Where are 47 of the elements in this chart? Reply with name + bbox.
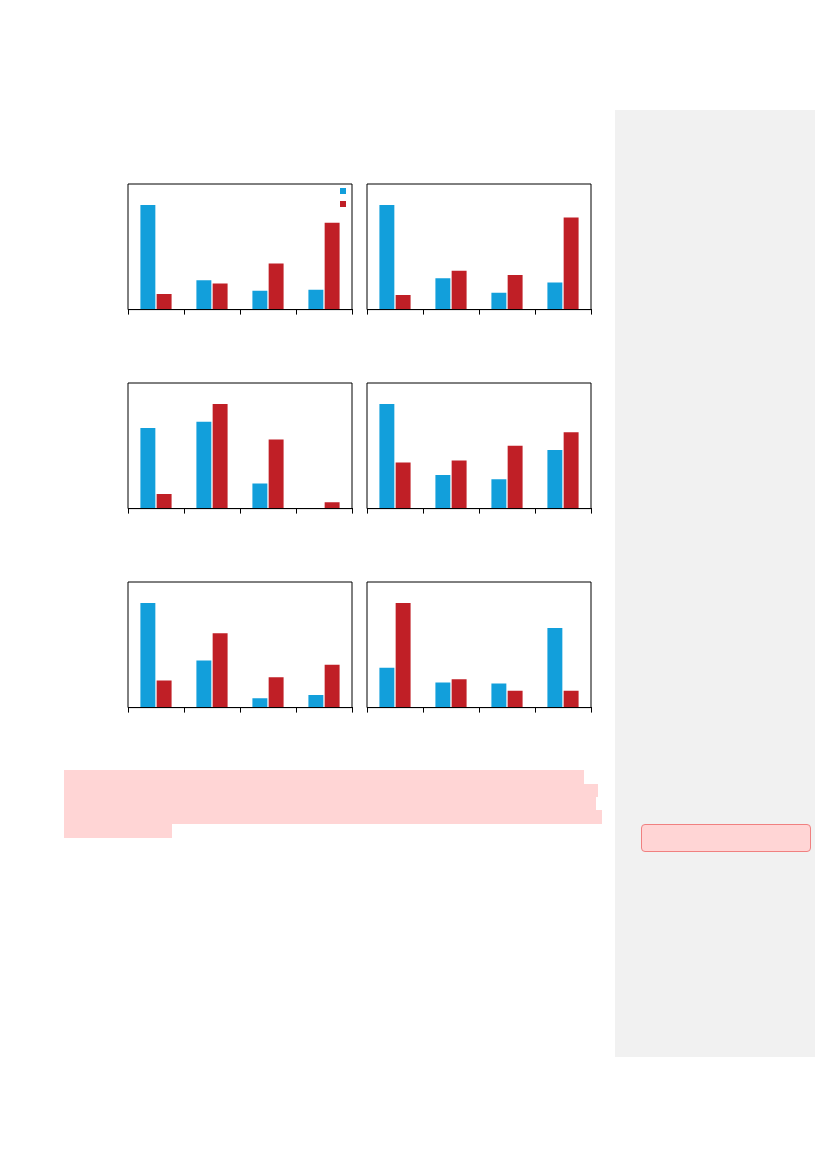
- bar: [395, 602, 411, 708]
- bar: [268, 263, 284, 310]
- bar: [268, 677, 284, 708]
- bar: [140, 428, 156, 509]
- bar: [308, 289, 324, 310]
- bar: [491, 683, 507, 708]
- bar: [507, 690, 523, 708]
- bar: [507, 275, 523, 310]
- bar: [140, 204, 156, 310]
- bar: [563, 217, 579, 310]
- bar: [395, 462, 411, 509]
- bar: [252, 698, 268, 708]
- bar: [324, 664, 340, 708]
- bar: [196, 660, 212, 708]
- bar: [563, 432, 579, 509]
- bar: [212, 403, 228, 509]
- bar: [507, 445, 523, 509]
- bar: [156, 293, 172, 310]
- bar: [435, 475, 451, 509]
- bar: [324, 222, 340, 310]
- bar: [324, 502, 340, 509]
- bar: [435, 682, 451, 708]
- bar: [156, 493, 172, 509]
- bar: [268, 439, 284, 509]
- bar: [547, 282, 563, 310]
- bar: [563, 690, 579, 708]
- bar: [379, 204, 395, 310]
- bar: [547, 628, 563, 708]
- bar: [140, 602, 156, 708]
- bar: [451, 460, 467, 509]
- bar: [379, 667, 395, 708]
- bar: [379, 403, 395, 509]
- bar: [308, 695, 324, 708]
- bar: [451, 679, 467, 708]
- bar: [435, 278, 451, 310]
- bar: [212, 283, 228, 310]
- bar: [547, 449, 563, 509]
- bar: [196, 280, 212, 310]
- bar: [212, 633, 228, 708]
- bar: [156, 680, 172, 708]
- bar: [252, 290, 268, 310]
- bar: [491, 292, 507, 310]
- bar: [395, 294, 411, 310]
- bar: [252, 483, 268, 509]
- bar: [451, 270, 467, 310]
- bar: [196, 421, 212, 509]
- bar: [491, 479, 507, 509]
